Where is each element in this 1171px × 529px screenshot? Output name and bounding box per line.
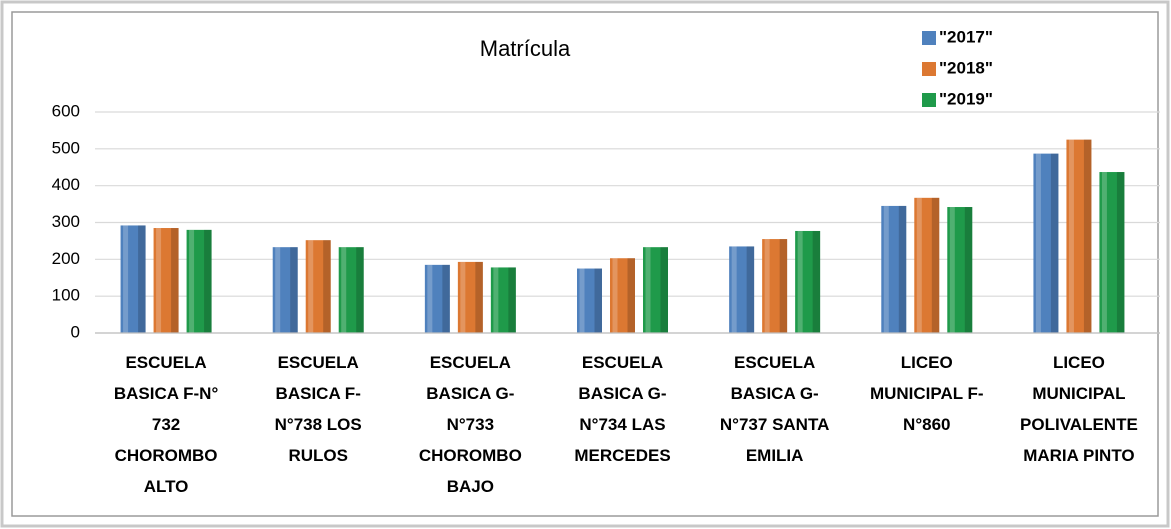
bar: [881, 205, 907, 333]
x-tick-label: ESCUELA BASICA F-N° 732 CHOROMBO ALTO: [113, 353, 219, 496]
y-tick-label: 600: [52, 101, 80, 120]
legend-swatch: [922, 62, 936, 76]
bar-highlight: [275, 247, 281, 333]
bar-shade: [356, 247, 364, 333]
bar-shade: [290, 247, 298, 333]
bar: [338, 247, 364, 333]
bar-shade: [1116, 172, 1125, 333]
y-tick-label: 500: [52, 138, 80, 157]
x-tick-label: ESCUELA BASICA G-N°734 LAS MERCEDES: [574, 353, 671, 465]
bar-shade: [138, 225, 146, 333]
bar: [1033, 153, 1059, 333]
bar: [947, 207, 973, 333]
y-tick-label: 200: [52, 249, 80, 268]
bar: [577, 268, 602, 333]
bar-shade: [508, 267, 516, 333]
x-tick-label: LICEO MUNICIPAL POLIVALENTE MARIA PINTO: [1020, 353, 1138, 465]
bar: [643, 247, 668, 333]
bar: [762, 239, 788, 333]
bar-shade: [323, 240, 331, 333]
bar: [729, 246, 755, 333]
legend-label: "2018": [939, 58, 993, 77]
bar: [914, 197, 940, 333]
y-tick-label: 100: [52, 286, 80, 305]
bar-highlight: [883, 205, 889, 333]
legend-label: "2017": [939, 27, 993, 46]
x-tick-label: ESCUELA BASICA G-N°737 SANTA EMILIA: [719, 353, 830, 465]
bar-highlight: [1068, 139, 1074, 333]
bar-shade: [475, 261, 483, 333]
bar-shade: [898, 205, 907, 333]
legend-swatch: [922, 93, 936, 107]
bar-highlight: [308, 240, 314, 333]
y-tick-label: 0: [71, 322, 80, 341]
bar: [490, 267, 516, 333]
bar-shade: [627, 258, 635, 333]
chart-title: Matrícula: [480, 36, 571, 61]
y-tick-label: 400: [52, 175, 80, 194]
bar: [305, 240, 331, 333]
bar: [120, 225, 146, 333]
bar-shade: [964, 207, 973, 333]
bar-shade: [779, 239, 788, 333]
x-tick-label: ESCUELA BASICA F-N°738 LOS RULOS: [274, 353, 362, 465]
bar: [457, 261, 483, 333]
x-tick-label: ESCUELA BASICA G-N°733 CHOROMBO BAJO: [418, 353, 522, 496]
legend-swatch: [922, 31, 936, 45]
bar: [1099, 172, 1125, 333]
bar-highlight: [1101, 172, 1107, 333]
bar-highlight: [645, 247, 651, 333]
legend-label: "2019": [939, 89, 993, 108]
bar: [1066, 139, 1092, 333]
bar-highlight: [764, 239, 770, 333]
bar-highlight: [341, 247, 347, 333]
bar-highlight: [579, 268, 585, 333]
bar-shade: [594, 268, 602, 333]
bar-highlight: [460, 261, 466, 333]
bar-highlight: [731, 246, 737, 333]
bar-shade: [171, 228, 179, 333]
y-tick-label: 300: [52, 212, 80, 231]
bar-shade: [812, 230, 821, 333]
bar-highlight: [156, 228, 162, 333]
bar-highlight: [1035, 153, 1041, 333]
bar-shade: [660, 247, 668, 333]
bar: [186, 229, 212, 333]
bar-highlight: [123, 225, 129, 333]
bar-shade: [746, 246, 755, 333]
bar: [424, 264, 450, 333]
bar-highlight: [493, 267, 499, 333]
bar-highlight: [797, 230, 803, 333]
x-tick-label: LICEO MUNICIPAL F-N°860: [869, 353, 984, 434]
bar-highlight: [189, 229, 195, 333]
bar-shade: [931, 197, 940, 333]
bar-highlight: [427, 264, 433, 333]
bar-shade: [204, 229, 212, 333]
bar: [610, 258, 635, 333]
bar-shade: [1050, 153, 1059, 333]
bar-highlight: [949, 207, 955, 333]
bar-shade: [1083, 139, 1092, 333]
bar-highlight: [612, 258, 618, 333]
bar: [153, 228, 179, 333]
bar: [272, 247, 298, 333]
bar-highlight: [916, 197, 922, 333]
bar: [795, 230, 821, 333]
bar-shade: [442, 264, 450, 333]
